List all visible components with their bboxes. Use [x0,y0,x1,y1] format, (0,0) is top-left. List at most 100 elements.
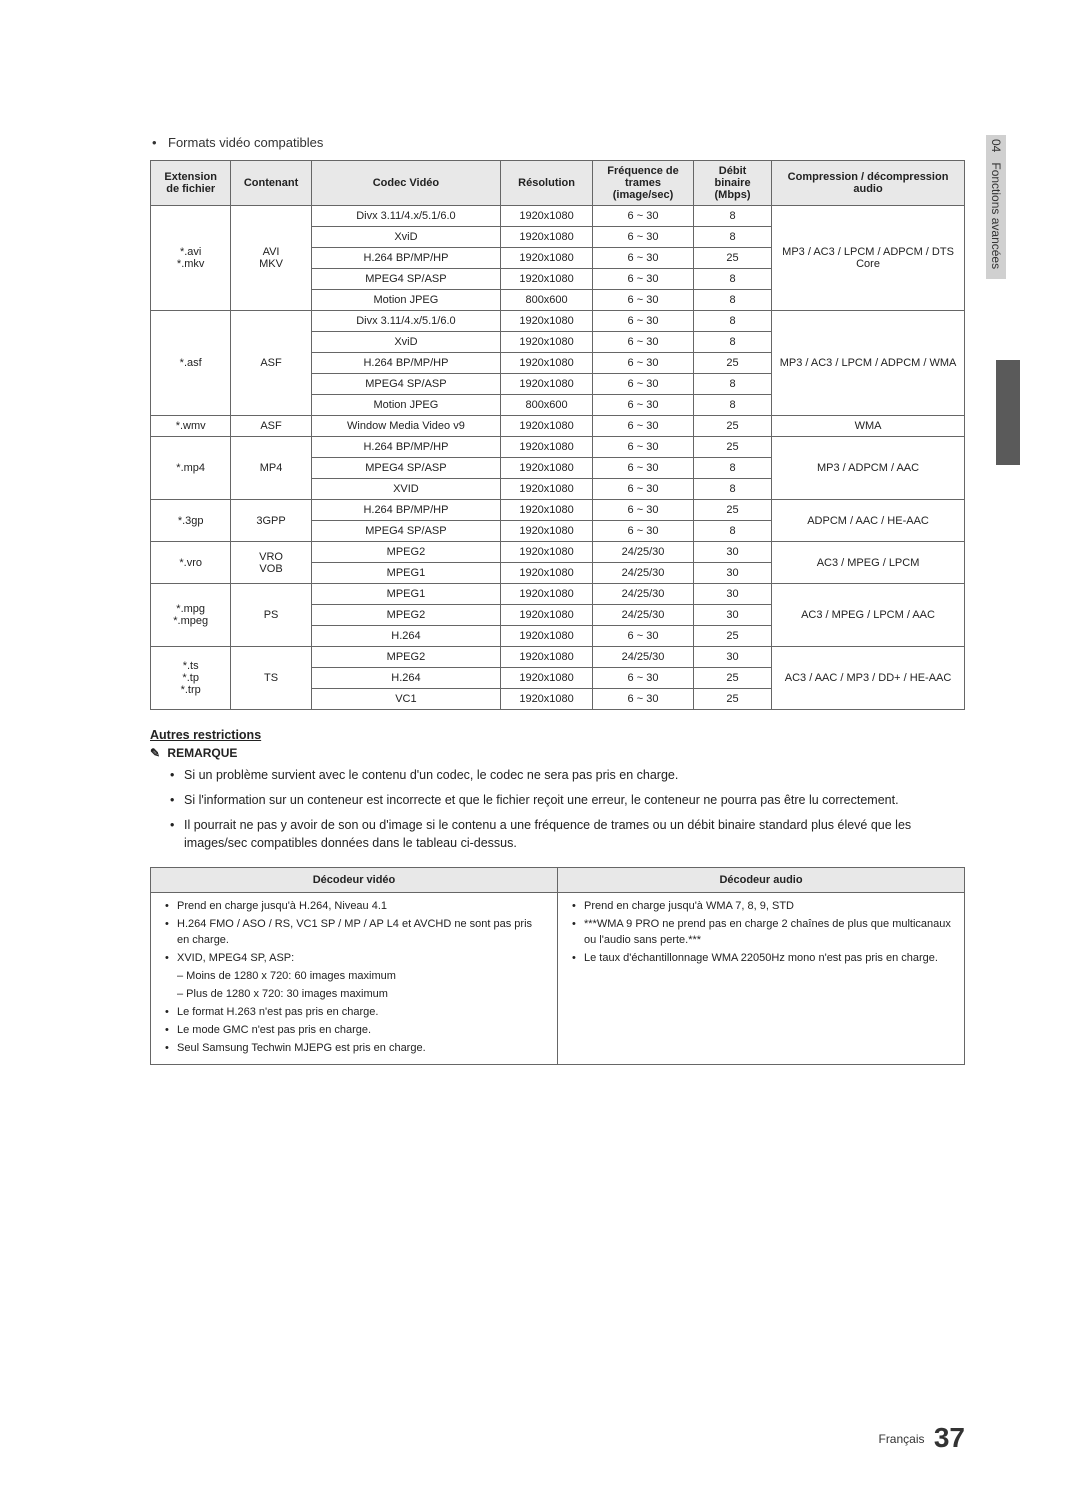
decoder-video-cell: Prend en charge jusqu'à H.264, Niveau 4.… [151,893,558,1065]
data-cell: 6 ~ 30 [592,290,693,311]
col-header: Fréquence de trames (image/sec) [592,161,693,206]
data-cell: 30 [694,542,772,563]
container-cell: 3GPP [231,500,311,542]
data-cell: 6 ~ 30 [592,668,693,689]
note-item: Si l'information sur un conteneur est in… [170,791,965,810]
data-cell: 25 [694,689,772,710]
ext-cell: *.avi*.mkv [151,206,231,311]
note-item: Il pourrait ne pas y avoir de son ou d'i… [170,816,965,854]
data-cell: 8 [694,479,772,500]
data-cell: 6 ~ 30 [592,479,693,500]
audio-cell: MP3 / AC3 / LPCM / ADPCM / WMA [772,311,965,416]
data-cell: 6 ~ 30 [592,311,693,332]
data-cell: 8 [694,206,772,227]
data-cell: 6 ~ 30 [592,353,693,374]
decoder-item: – Moins de 1280 x 720: 60 images maximum [177,969,547,985]
data-cell: 25 [694,626,772,647]
data-cell: 800x600 [501,395,593,416]
data-cell: 8 [694,395,772,416]
container-cell: AVIMKV [231,206,311,311]
container-cell: PS [231,584,311,647]
side-tab-number: 04 [989,139,1003,152]
data-cell: 1920x1080 [501,479,593,500]
col-header: Codec Vidéo [311,161,500,206]
decoder-audio-header: Décodeur audio [558,868,965,893]
data-cell: 6 ~ 30 [592,626,693,647]
audio-cell: WMA [772,416,965,437]
data-cell: 1920x1080 [501,311,593,332]
data-cell: H.264 BP/MP/HP [311,437,500,458]
data-cell: 6 ~ 30 [592,269,693,290]
data-cell: 6 ~ 30 [592,521,693,542]
section-title: Formats vidéo compatibles [150,135,965,150]
table-row: *.vroVROVOBMPEG21920x108024/25/3030AC3 /… [151,542,965,563]
col-header: Contenant [231,161,311,206]
data-cell: 25 [694,437,772,458]
data-cell: H.264 BP/MP/HP [311,248,500,269]
data-cell: 1920x1080 [501,374,593,395]
data-cell: 8 [694,290,772,311]
ext-cell: *.ts*.tp*.trp [151,647,231,710]
data-cell: 1920x1080 [501,206,593,227]
col-header: Résolution [501,161,593,206]
data-cell: 1920x1080 [501,605,593,626]
table-row: *.avi*.mkvAVIMKVDivx 3.11/4.x/5.1/6.0192… [151,206,965,227]
data-cell: MPEG2 [311,647,500,668]
remark-icon: ✎ [150,746,160,760]
decoder-video-header: Décodeur vidéo [151,868,558,893]
ext-cell: *.vro [151,542,231,584]
data-cell: 25 [694,500,772,521]
data-cell: 6 ~ 30 [592,227,693,248]
data-cell: MPEG2 [311,605,500,626]
decoder-item: ***WMA 9 PRO ne prend pas en charge 2 ch… [584,917,954,949]
data-cell: 1920x1080 [501,500,593,521]
data-cell: 6 ~ 30 [592,248,693,269]
container-cell: VROVOB [231,542,311,584]
footer-language: Français [878,1432,924,1446]
data-cell: 25 [694,248,772,269]
container-cell: TS [231,647,311,710]
compat-table: Extension de fichierContenantCodec Vidéo… [150,160,965,710]
data-cell: 1920x1080 [501,269,593,290]
decoder-audio-cell: Prend en charge jusqu'à WMA 7, 8, 9, STD… [558,893,965,1065]
data-cell: 6 ~ 30 [592,416,693,437]
data-cell: Divx 3.11/4.x/5.1/6.0 [311,206,500,227]
data-cell: 24/25/30 [592,605,693,626]
ext-cell: *.wmv [151,416,231,437]
data-cell: 800x600 [501,290,593,311]
decoder-item: Le format H.263 n'est pas pris en charge… [177,1005,547,1021]
data-cell: 8 [694,521,772,542]
data-cell: XVID [311,479,500,500]
data-cell: 8 [694,374,772,395]
thumb-index-tab [996,360,1020,465]
data-cell: 1920x1080 [501,332,593,353]
data-cell: 24/25/30 [592,563,693,584]
data-cell: 1920x1080 [501,227,593,248]
data-cell: H.264 BP/MP/HP [311,353,500,374]
table-row: *.mpg*.mpegPSMPEG11920x108024/25/3030AC3… [151,584,965,605]
data-cell: 6 ~ 30 [592,689,693,710]
data-cell: 8 [694,269,772,290]
decoder-table: Décodeur vidéo Décodeur audio Prend en c… [150,867,965,1065]
decoder-item: Seul Samsung Techwin MJEPG est pris en c… [177,1041,547,1057]
audio-cell: AC3 / MPEG / LPCM / AAC [772,584,965,647]
data-cell: MPEG4 SP/ASP [311,374,500,395]
page-footer: Français 37 [878,1422,965,1454]
decoder-item: Le taux d'échantillonnage WMA 22050Hz mo… [584,951,954,967]
data-cell: 1920x1080 [501,689,593,710]
data-cell: 6 ~ 30 [592,437,693,458]
data-cell: VC1 [311,689,500,710]
audio-cell: ADPCM / AAC / HE-AAC [772,500,965,542]
data-cell: H.264 [311,668,500,689]
ext-cell: *.3gp [151,500,231,542]
table-row: *.3gp3GPPH.264 BP/MP/HP1920x10806 ~ 3025… [151,500,965,521]
data-cell: 1920x1080 [501,584,593,605]
col-header: Compression / décompression audio [772,161,965,206]
ext-cell: *.mpg*.mpeg [151,584,231,647]
data-cell: 1920x1080 [501,353,593,374]
data-cell: 8 [694,332,772,353]
data-cell: 30 [694,584,772,605]
data-cell: 6 ~ 30 [592,458,693,479]
restrictions-heading: Autres restrictions [150,728,965,742]
data-cell: 1920x1080 [501,647,593,668]
